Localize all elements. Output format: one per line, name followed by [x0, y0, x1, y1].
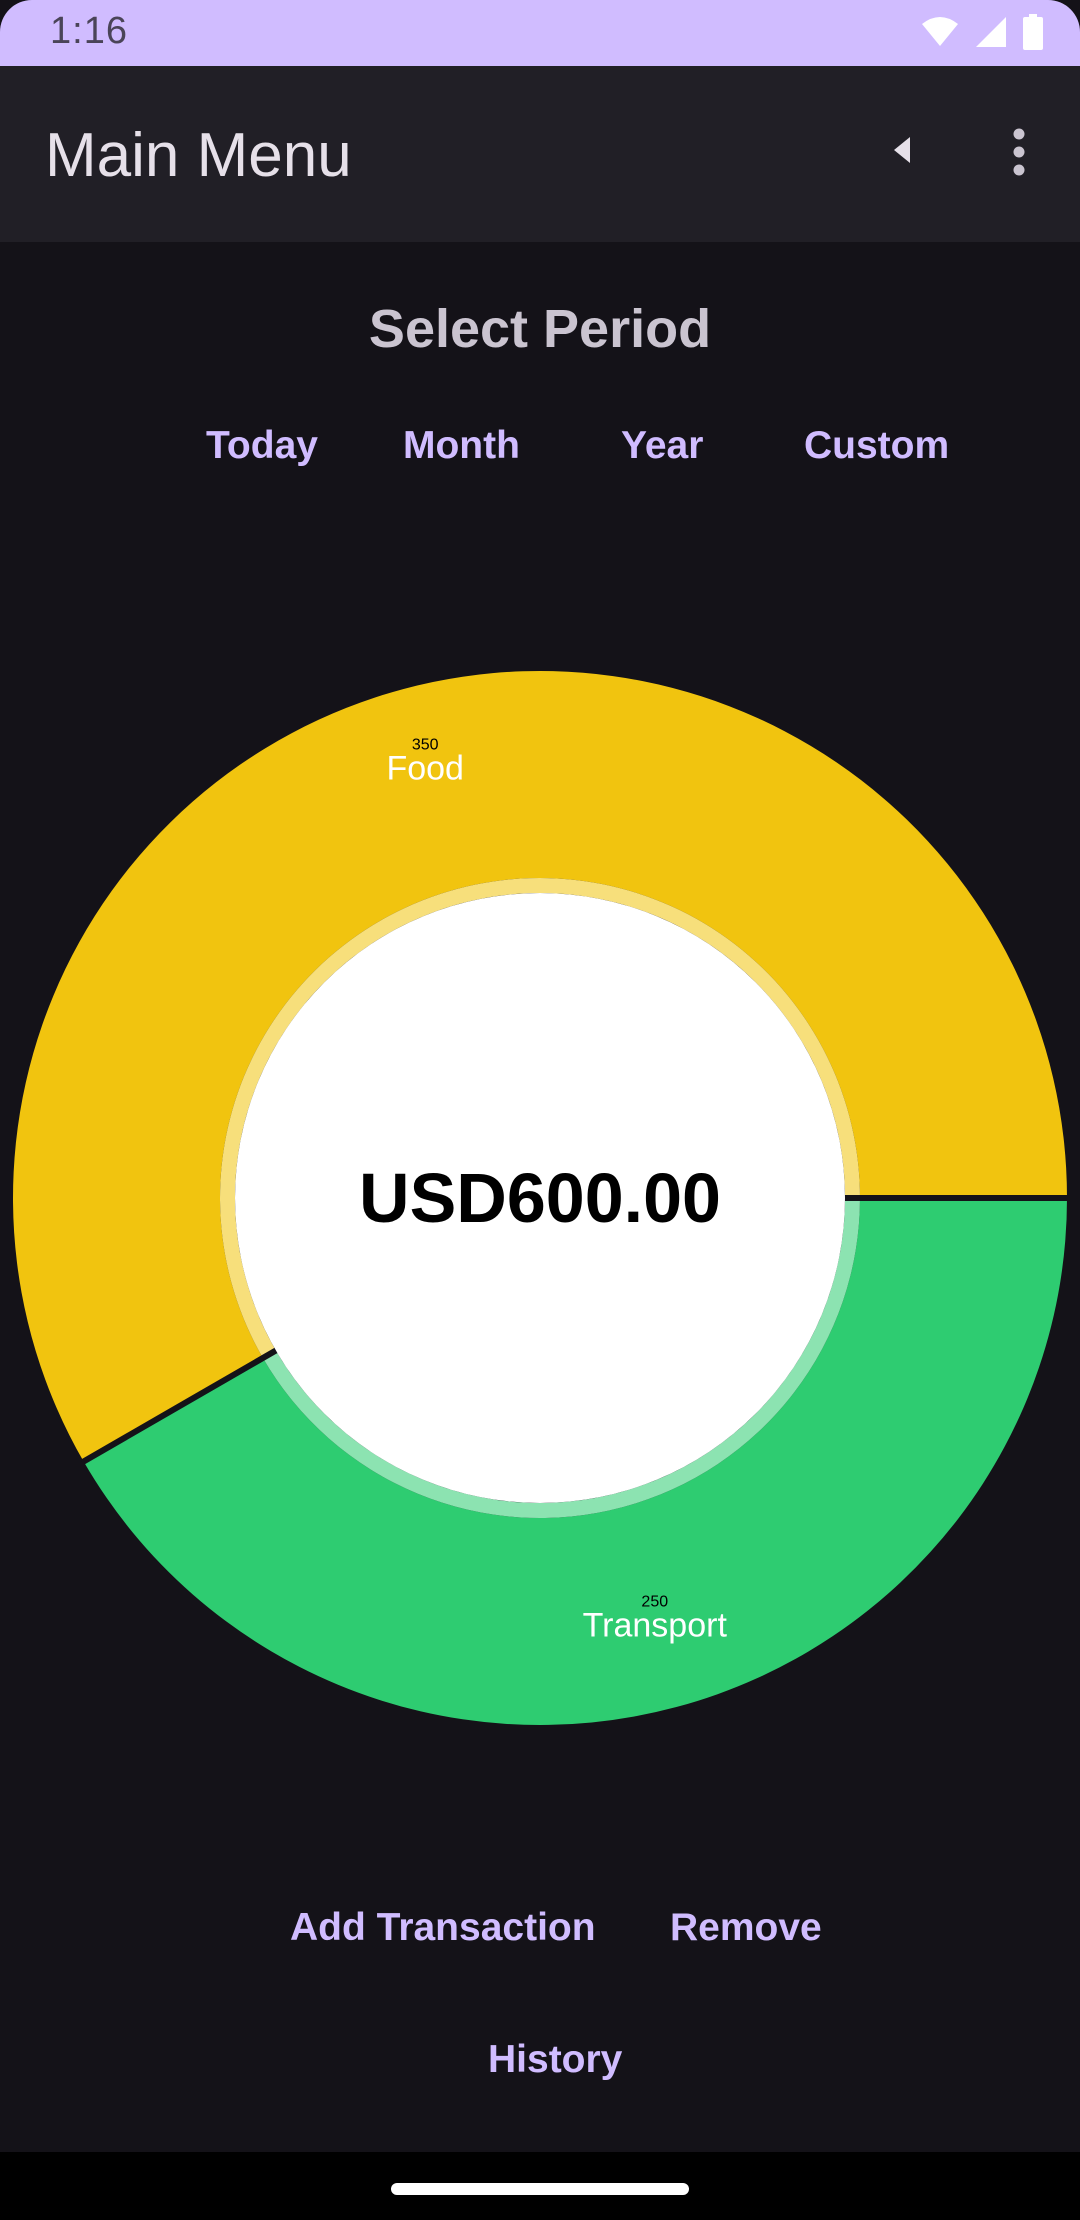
period-year-button[interactable]: Year [621, 424, 704, 467]
slice-label-food: Food [386, 750, 464, 788]
history-button[interactable]: History [488, 2038, 623, 2081]
home-gesture-handle[interactable] [391, 2183, 689, 2195]
cellular-signal-icon [974, 15, 1008, 54]
slice-separator-2 [80, 1344, 283, 1466]
select-period-title: Select Period [368, 299, 712, 359]
wifi-icon [920, 16, 960, 53]
battery-icon [1022, 14, 1044, 55]
donut-center-hole [235, 893, 845, 1503]
pie-slice-transport[interactable] [83, 1198, 1067, 1725]
donut-center-total: USD600.00 [359, 1159, 721, 1237]
navigation-bar [0, 2152, 1080, 2220]
expense-donut-chart: USD600.00 350 Food 250 Transport [0, 650, 1080, 1750]
slice-value-transport: 250 [641, 1593, 668, 1610]
slice-value-food: 350 [412, 737, 439, 754]
slice-label-transport: Transport [583, 1606, 728, 1644]
period-month-button[interactable]: Month [403, 424, 520, 467]
remove-button[interactable]: Remove [670, 1906, 822, 1949]
status-icons [920, 14, 1044, 55]
app-bar-title: Main Menu [45, 121, 352, 190]
top-app-bar: Main Menu [0, 66, 1080, 242]
status-time: 1:16 [50, 10, 128, 52]
period-custom-button[interactable]: Custom [804, 424, 950, 467]
status-bar: 1:16 [0, 0, 1080, 66]
period-today-button[interactable]: Today [206, 424, 318, 467]
back-icon[interactable] [880, 128, 924, 172]
pie-slice-food[interactable] [13, 671, 1068, 1462]
add-transaction-button[interactable]: Add Transaction [290, 1906, 596, 1949]
overflow-menu-icon[interactable] [994, 124, 1044, 180]
